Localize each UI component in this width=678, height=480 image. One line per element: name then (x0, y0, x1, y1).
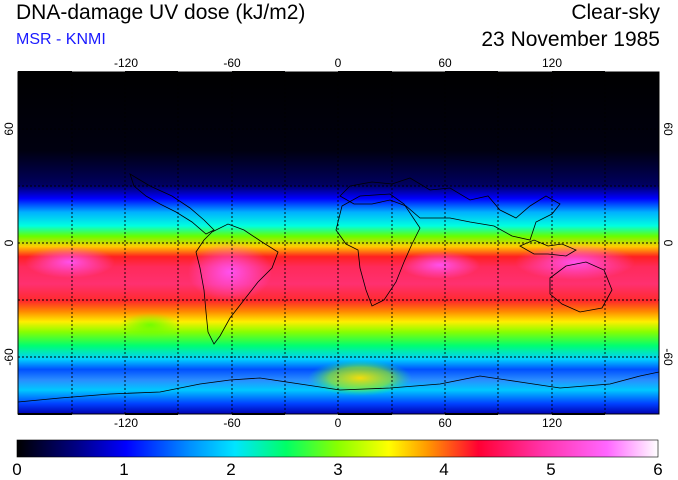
colorbar-label: 6 (653, 460, 662, 479)
south-america-outline (195, 223, 279, 345)
lat-tick-label-right: -60 (661, 348, 675, 366)
antarctic-dose-region (120, 313, 180, 337)
high-dose-region (400, 251, 480, 279)
lon-tick-label-top: 60 (438, 56, 452, 70)
colorbar-labels: 0 1 2 3 4 5 6 (12, 460, 662, 479)
lon-tick-label-top: 120 (542, 56, 562, 70)
lat-tick-label-left: -60 (2, 348, 16, 366)
map-title: DNA-damage UV dose (kJ/m2) (16, 1, 306, 24)
lon-tick-label-bottom: 120 (542, 416, 562, 430)
colorbar-label: 2 (226, 460, 235, 479)
lat-tick-label-right: 60 (661, 122, 675, 136)
maritime-continent-outline (519, 239, 577, 257)
colorbar-label: 3 (333, 460, 342, 479)
antarctic-dose-maximum (308, 360, 412, 396)
north-america-outline (129, 173, 215, 235)
frame-ticks (18, 71, 605, 415)
lon-tick-label-top: -60 (223, 56, 241, 70)
high-dose-region (25, 246, 115, 278)
colorbar-frame (16, 439, 659, 458)
lat-tick-label-right: 0 (661, 240, 675, 247)
sky-condition: Clear-sky (571, 1, 660, 24)
lon-tick-label-bottom: 0 (335, 416, 342, 430)
australia-outline (549, 261, 613, 313)
graticule (18, 72, 659, 414)
high-dose-region (188, 242, 272, 302)
colorbar-label: 4 (439, 460, 448, 479)
lon-tick-label-bottom: 60 (438, 416, 452, 430)
colorbar-label: 5 (546, 460, 555, 479)
lon-tick-label-top: -120 (114, 56, 138, 70)
source-label: MSR - KNMI (16, 31, 106, 48)
colorbar (17, 440, 658, 457)
colorbar-label: 1 (119, 460, 128, 479)
map-date: 23 November 1985 (481, 28, 660, 51)
colorbar-label: 0 (12, 460, 21, 479)
lat-tick-label-left: 0 (2, 239, 16, 246)
lon-tick-label-top: 0 (335, 56, 342, 70)
antarctica-outline (18, 371, 659, 403)
eurasia-outline (339, 177, 561, 241)
lon-tick-label-bottom: -120 (114, 416, 138, 430)
africa-outline (335, 193, 421, 307)
coastlines (18, 173, 659, 403)
lat-tick-label-left: 60 (2, 122, 16, 136)
lon-tick-label-bottom: -60 (223, 416, 241, 430)
